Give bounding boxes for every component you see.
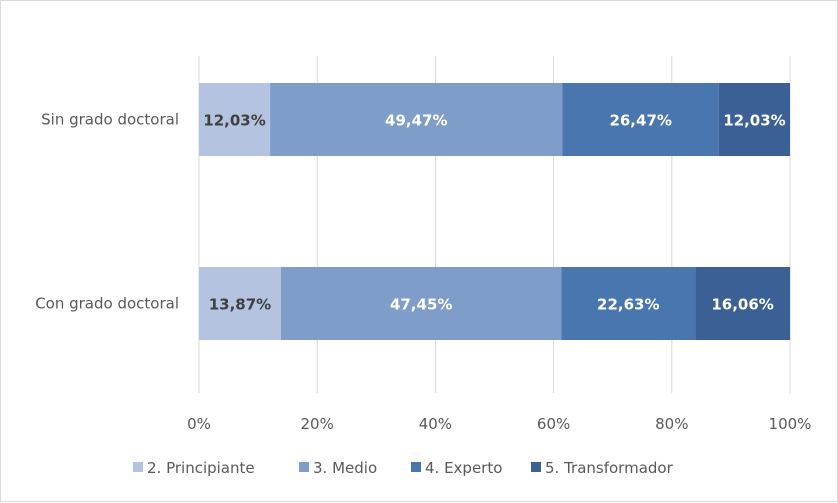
bar-segment [718,83,790,156]
x-tick-label: 0% [187,415,211,433]
bar-segment [199,83,271,156]
bar-segment [280,267,562,340]
x-tick-label: 80% [655,415,688,433]
bar-segment [270,83,563,156]
bar-segment [199,267,281,340]
legend-label: 5. Transformador [545,459,674,477]
data-label: 22,63% [597,296,659,314]
category-label: Con grado doctoral [35,295,179,313]
legend-swatch [411,462,421,472]
data-label: 49,47% [385,112,447,130]
x-tick-label: 20% [301,415,334,433]
x-tick-label: 100% [769,415,812,433]
bar-segment [695,267,791,340]
legend-swatch [299,462,309,472]
legend-label: 4. Experto [425,459,502,477]
data-label: 12,03% [723,112,785,130]
data-label: 16,06% [711,296,773,314]
legend-swatch [133,462,143,472]
legend-swatch [531,462,541,472]
data-label: 47,45% [390,296,452,314]
bar-segment [561,267,696,340]
legend-label: 3. Medio [313,459,377,477]
x-tick-label: 40% [419,415,452,433]
data-label: 13,87% [209,296,271,314]
data-label: 12,03% [203,112,265,130]
x-tick-label: 60% [537,415,570,433]
category-label: Sin grado doctoral [41,111,179,129]
legend-label: 2. Principiante [147,459,255,477]
data-label: 26,47% [609,112,671,130]
bar-segment [562,83,719,156]
